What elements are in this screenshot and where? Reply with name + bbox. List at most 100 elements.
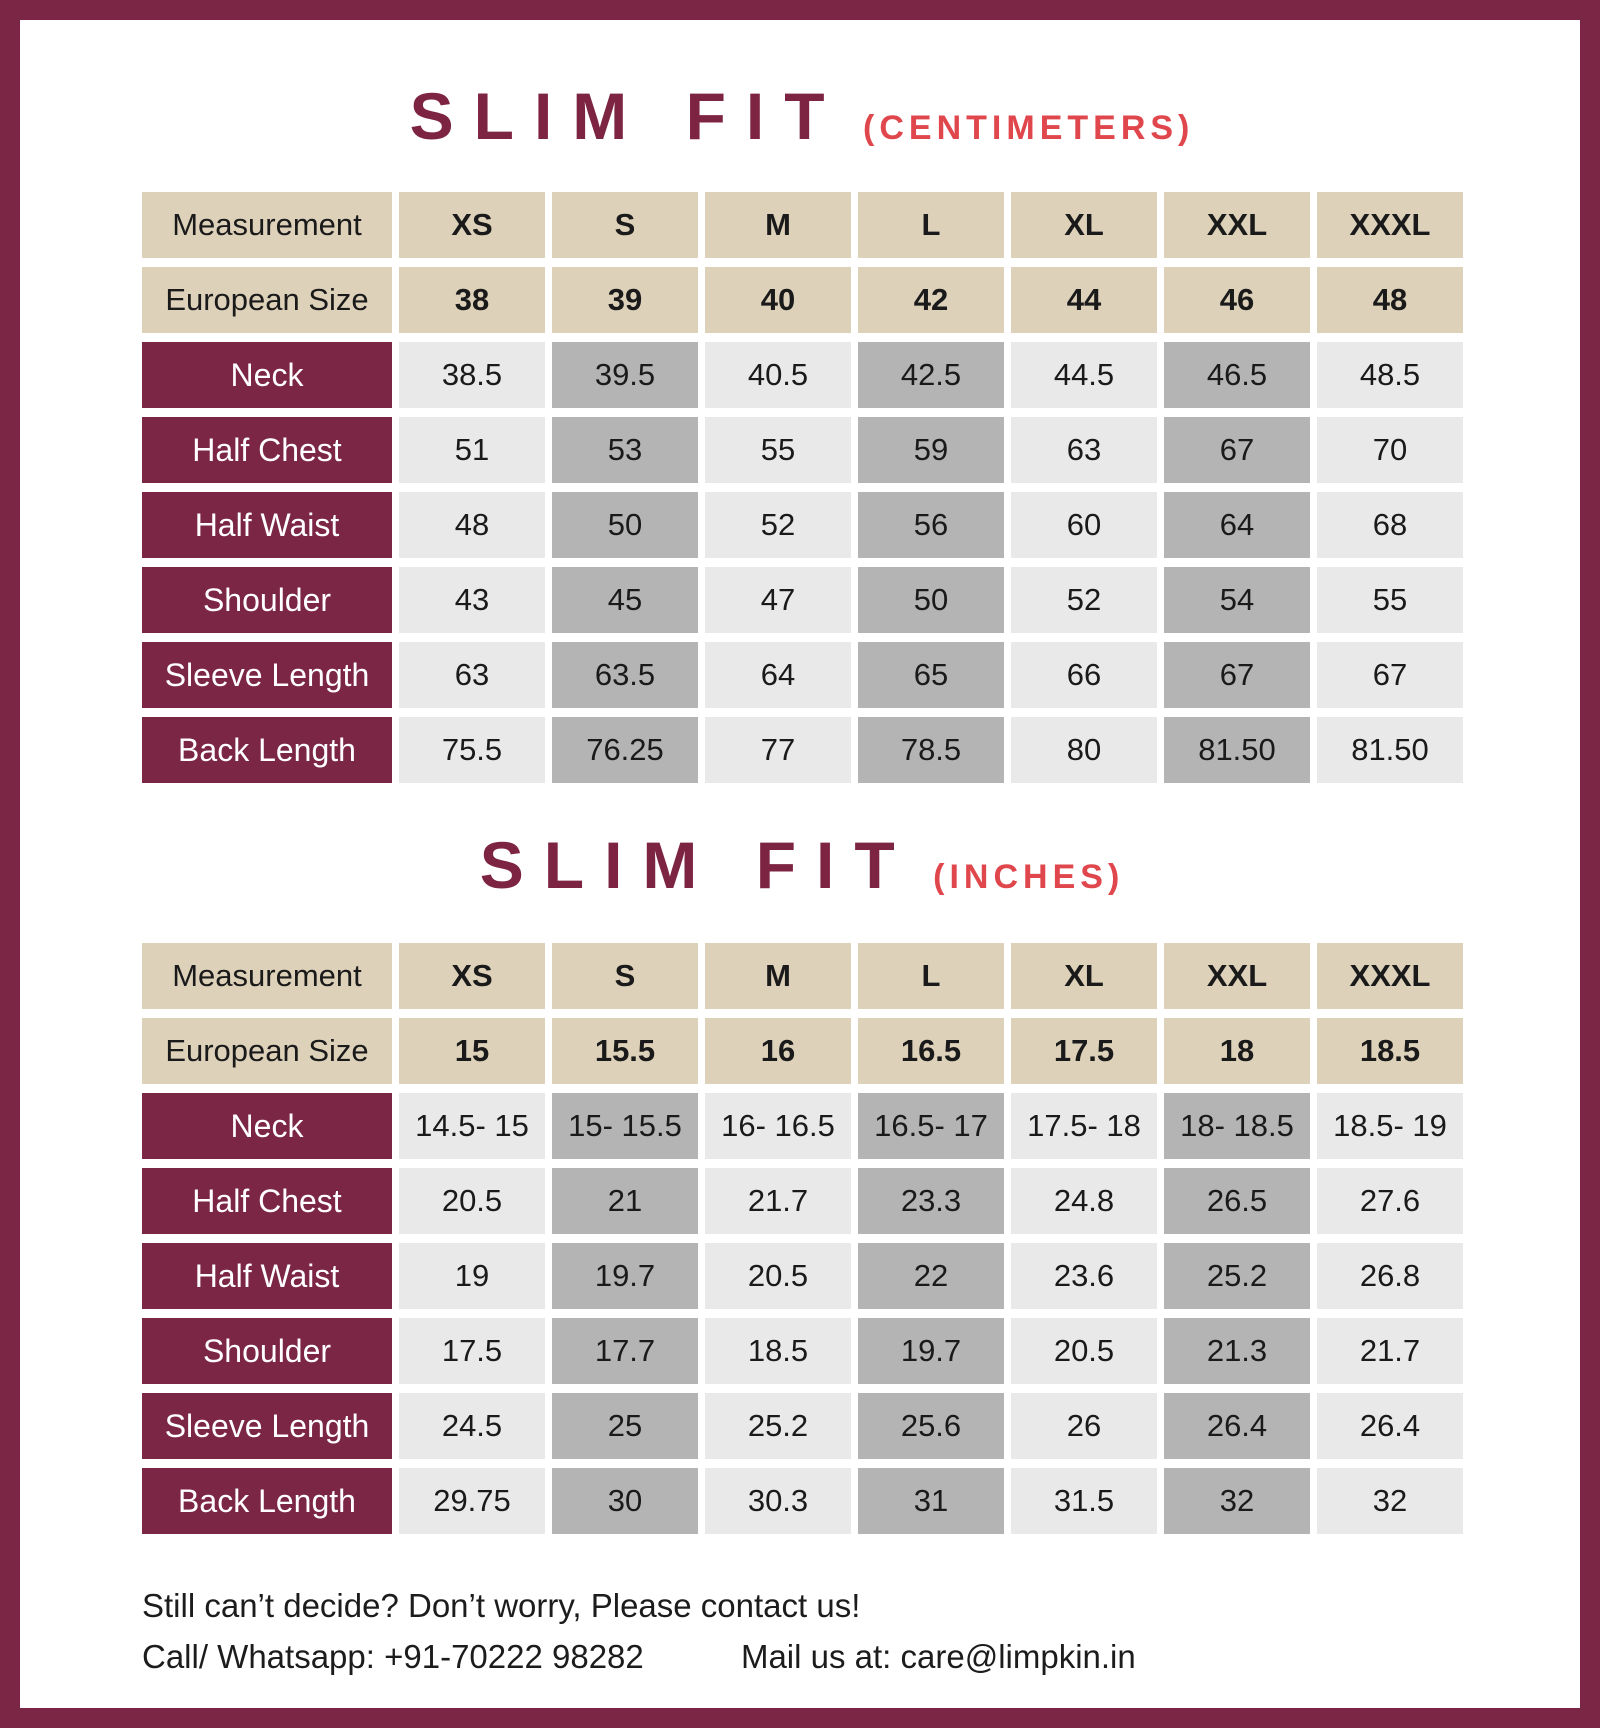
contact-email: Mail us at: care@limpkin.in bbox=[740, 1638, 1136, 1676]
measurement-row-label: Neck bbox=[142, 1093, 392, 1159]
measurement-value-cell: 46.5 bbox=[1164, 342, 1310, 408]
measurement-value-cell: 18.5- 19 bbox=[1317, 1093, 1463, 1159]
european-size-value: 39 bbox=[552, 267, 698, 333]
measurement-value-cell: 55 bbox=[705, 417, 851, 483]
measurement-value-cell: 63.5 bbox=[552, 642, 698, 708]
measurement-value-cell: 21 bbox=[552, 1168, 698, 1234]
contact-footer-line1: Still can’t decide? Don’t worry, Please … bbox=[142, 1587, 861, 1624]
measurement-value-cell: 40.5 bbox=[705, 342, 851, 408]
size-column-header: S bbox=[552, 192, 698, 258]
measurement-row-label: Shoulder bbox=[142, 1318, 392, 1384]
measurement-value-cell: 64 bbox=[1164, 492, 1310, 558]
measurement-value-cell: 23.6 bbox=[1011, 1243, 1157, 1309]
measurement-value-cell: 17.5 bbox=[399, 1318, 545, 1384]
measurement-value-cell: 81.50 bbox=[1164, 717, 1310, 783]
measurement-row-label: Half Chest bbox=[142, 417, 392, 483]
measurement-value-cell: 23.3 bbox=[858, 1168, 1004, 1234]
slim-fit-inches-table: Measurement XS S M L XL XXL XXXL European Size 15… bbox=[142, 943, 1463, 1534]
contact-footer-line2: Call/ Whatsapp: +91-70222 98282 Mail us … bbox=[142, 1631, 1462, 1682]
measurement-value-cell: 19.7 bbox=[858, 1318, 1004, 1384]
measurement-value-cell: 53 bbox=[552, 417, 698, 483]
measurement-value-cell: 26.5 bbox=[1164, 1168, 1310, 1234]
european-size-header: European Size bbox=[142, 267, 392, 333]
measurement-value-cell: 25.2 bbox=[705, 1393, 851, 1459]
measurement-value-cell: 52 bbox=[1011, 567, 1157, 633]
measurement-value-cell: 59 bbox=[858, 417, 1004, 483]
measurement-value-cell: 18- 18.5 bbox=[1164, 1093, 1310, 1159]
measurement-row-label: Sleeve Length bbox=[142, 642, 392, 708]
measurement-value-cell: 16.5- 17 bbox=[858, 1093, 1004, 1159]
measurement-value-cell: 17.5- 18 bbox=[1011, 1093, 1157, 1159]
measurement-value-cell: 78.5 bbox=[858, 717, 1004, 783]
measurement-row-label: Half Waist bbox=[142, 492, 392, 558]
measurement-value-cell: 24.5 bbox=[399, 1393, 545, 1459]
contact-phone: Call/ Whatsapp: +91-70222 98282 bbox=[142, 1638, 644, 1676]
size-column-header: XXL bbox=[1164, 943, 1310, 1009]
measurement-value-cell: 52 bbox=[705, 492, 851, 558]
measurement-row-label: Half Waist bbox=[142, 1243, 392, 1309]
inch-title-text: SLIM FIT bbox=[479, 828, 915, 902]
measurement-value-cell: 66 bbox=[1011, 642, 1157, 708]
cm-table-title: SLIM FIT (CENTIMETERS) bbox=[142, 78, 1462, 154]
measurement-value-cell: 67 bbox=[1317, 642, 1463, 708]
measurement-value-cell: 63 bbox=[1011, 417, 1157, 483]
measurement-value-cell: 42.5 bbox=[858, 342, 1004, 408]
european-size-header: European Size bbox=[142, 1018, 392, 1084]
measurement-value-cell: 25.2 bbox=[1164, 1243, 1310, 1309]
inch-title-unit: (INCHES) bbox=[933, 858, 1125, 896]
european-size-value: 16.5 bbox=[858, 1018, 1004, 1084]
measurement-value-cell: 43 bbox=[399, 567, 545, 633]
measurement-value-cell: 31.5 bbox=[1011, 1468, 1157, 1534]
measurement-row-label: Shoulder bbox=[142, 567, 392, 633]
size-column-header: XXXL bbox=[1317, 943, 1463, 1009]
size-column-header: M bbox=[705, 192, 851, 258]
measurement-value-cell: 26.4 bbox=[1164, 1393, 1310, 1459]
measurement-value-cell: 32 bbox=[1317, 1468, 1463, 1534]
measurement-value-cell: 14.5- 15 bbox=[399, 1093, 545, 1159]
measurement-row-label: Back Length bbox=[142, 1468, 392, 1534]
size-column-header: XL bbox=[1011, 192, 1157, 258]
measurement-value-cell: 24.8 bbox=[1011, 1168, 1157, 1234]
measurement-value-cell: 26.4 bbox=[1317, 1393, 1463, 1459]
measurement-value-cell: 22 bbox=[858, 1243, 1004, 1309]
measurement-value-cell: 70 bbox=[1317, 417, 1463, 483]
european-size-value: 15 bbox=[399, 1018, 545, 1084]
measurement-value-cell: 60 bbox=[1011, 492, 1157, 558]
measurement-row-label: Sleeve Length bbox=[142, 1393, 392, 1459]
measurement-value-cell: 21.7 bbox=[705, 1168, 851, 1234]
measurement-value-cell: 50 bbox=[858, 567, 1004, 633]
measurement-value-cell: 47 bbox=[705, 567, 851, 633]
inch-table-title: SLIM FIT (INCHES) bbox=[142, 827, 1462, 903]
measurement-value-cell: 21.3 bbox=[1164, 1318, 1310, 1384]
measurement-value-cell: 44.5 bbox=[1011, 342, 1157, 408]
measurement-value-cell: 26 bbox=[1011, 1393, 1157, 1459]
slim-fit-cm-table: Measurement XS S M L XL XXL XXXL European Size 38… bbox=[142, 192, 1463, 783]
european-size-value: 42 bbox=[858, 267, 1004, 333]
measurement-value-cell: 75.5 bbox=[399, 717, 545, 783]
measurement-value-cell: 19.7 bbox=[552, 1243, 698, 1309]
european-size-value: 44 bbox=[1011, 267, 1157, 333]
measurement-value-cell: 18.5 bbox=[705, 1318, 851, 1384]
european-size-value: 17.5 bbox=[1011, 1018, 1157, 1084]
measurement-value-cell: 31 bbox=[858, 1468, 1004, 1534]
measurement-value-cell: 19 bbox=[399, 1243, 545, 1309]
measurement-value-cell: 51 bbox=[399, 417, 545, 483]
measurement-value-cell: 17.7 bbox=[552, 1318, 698, 1384]
measurement-header: Measurement bbox=[142, 943, 392, 1009]
size-chart-content: SLIM FIT (CENTIMETERS) Measurement XS S M L X… bbox=[20, 20, 1580, 1682]
measurement-value-cell: 80 bbox=[1011, 717, 1157, 783]
size-column-header: S bbox=[552, 943, 698, 1009]
european-size-value: 18.5 bbox=[1317, 1018, 1463, 1084]
measurement-value-cell: 81.50 bbox=[1317, 717, 1463, 783]
measurement-value-cell: 25.6 bbox=[858, 1393, 1004, 1459]
measurement-value-cell: 50 bbox=[552, 492, 698, 558]
cm-title-text: SLIM FIT bbox=[409, 79, 845, 153]
measurement-value-cell: 38.5 bbox=[399, 342, 545, 408]
measurement-value-cell: 64 bbox=[705, 642, 851, 708]
size-column-header: M bbox=[705, 943, 851, 1009]
size-column-header: XL bbox=[1011, 943, 1157, 1009]
measurement-row-label: Half Chest bbox=[142, 1168, 392, 1234]
measurement-value-cell: 20.5 bbox=[705, 1243, 851, 1309]
european-size-value: 46 bbox=[1164, 267, 1310, 333]
